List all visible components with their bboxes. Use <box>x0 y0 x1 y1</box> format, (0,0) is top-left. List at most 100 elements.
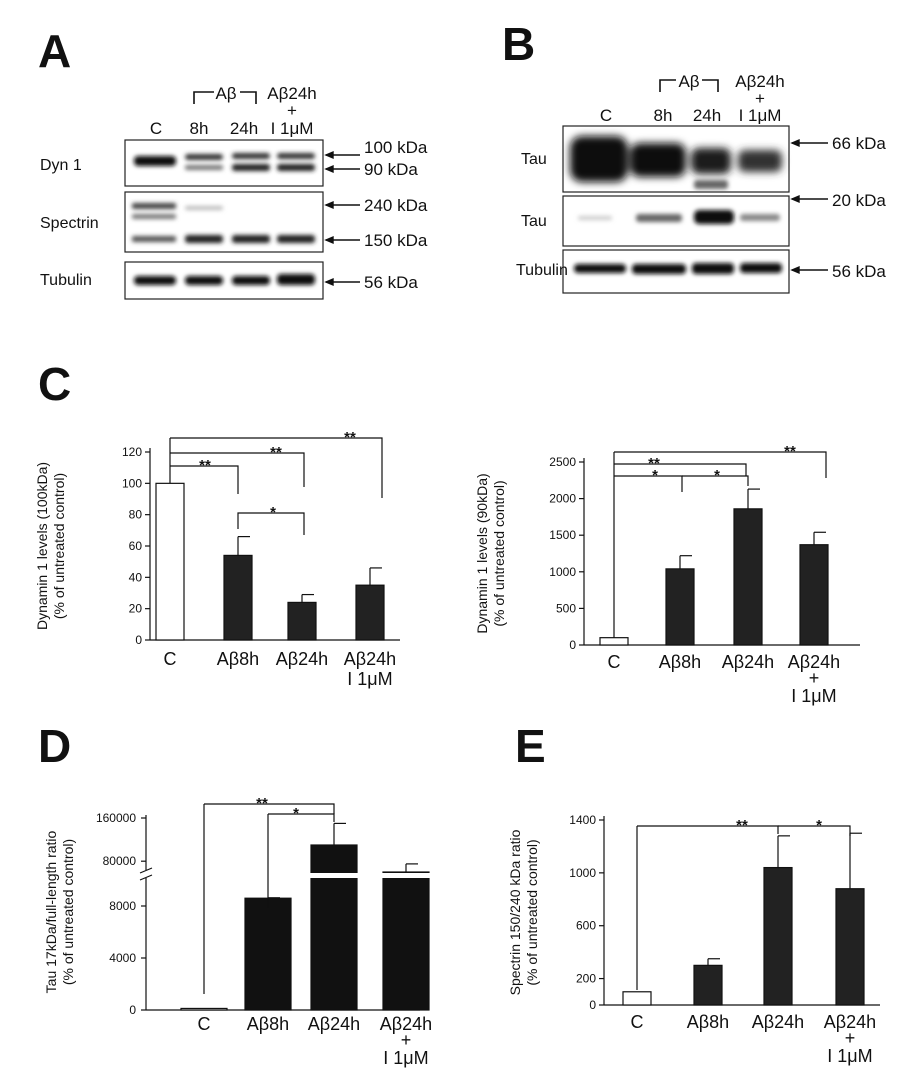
significance-label: * <box>714 467 720 484</box>
x-category-label: Aβ24h <box>344 649 396 669</box>
bands-tubulin-a <box>134 274 315 285</box>
x-category-label: Aβ8h <box>659 652 701 672</box>
x-category-label: C <box>164 649 177 669</box>
marker-240kda: 240 kDa <box>364 196 428 215</box>
combo-top-a: Aβ24h <box>267 84 316 103</box>
row-label-tau-fragment: Tau <box>521 213 547 230</box>
bar <box>287 601 317 641</box>
lane-label-c-b: C <box>600 106 612 125</box>
bar-break-gap <box>309 873 359 878</box>
significance-label: ** <box>344 429 356 446</box>
significance-bracket <box>614 463 747 476</box>
bands-tau-smear <box>694 180 728 189</box>
panel-b: B Aβ Aβ24h + I 1μM C 8h 24h Tau Tau <box>502 18 886 294</box>
bands-dyn1 <box>134 153 315 171</box>
bar <box>180 1007 228 1011</box>
combo-plus-b: + <box>755 89 765 108</box>
x-category-label: Aβ24h <box>308 1014 360 1034</box>
significance-label: * <box>293 805 299 822</box>
y-tick-label: 0 <box>129 1003 136 1017</box>
bar <box>155 482 185 641</box>
axis-break-mark <box>139 874 153 881</box>
significance-bracket <box>682 475 749 486</box>
significance-bracket <box>204 803 335 814</box>
significance-bracket <box>268 813 335 822</box>
significance-label: ** <box>648 455 660 472</box>
significance-bracket <box>614 451 827 478</box>
x-category-label: Aβ24h <box>788 652 840 672</box>
x-category-label: Aβ24h <box>380 1014 432 1034</box>
chart-spectrin-ratio: 0 200 600 1000 1400 Spectrin 150/240 kDa rati… <box>507 813 880 1066</box>
significance-label: ** <box>270 444 282 461</box>
significance-label: ** <box>256 795 268 812</box>
bar-break-gap <box>381 873 431 878</box>
marker-56kda-b: 56 kDa <box>832 262 886 281</box>
x-category-label: Aβ24h <box>824 1012 876 1032</box>
bar <box>223 554 253 641</box>
y-tick-label: 0 <box>135 633 142 647</box>
marker-arrows-b <box>790 138 828 275</box>
significance-label: ** <box>199 457 211 474</box>
combo-plus-a: + <box>287 101 297 120</box>
y-tick-label: 500 <box>556 601 576 615</box>
bar <box>763 866 793 1006</box>
marker-arrows-a <box>324 150 360 287</box>
x-category-sublabel: I 1μM <box>347 669 392 689</box>
y-tick-label: 0 <box>589 998 596 1012</box>
y-tick-label: 2500 <box>549 455 576 469</box>
bar <box>835 888 865 1006</box>
significance-label: ** <box>736 817 748 834</box>
bar <box>382 871 430 1011</box>
x-category-label: Aβ8h <box>217 649 259 669</box>
combo-top-b: Aβ24h <box>735 72 784 91</box>
bar <box>599 637 629 646</box>
significance-bracket <box>170 437 383 498</box>
combo-bottom-b: I 1μM <box>739 106 782 125</box>
panel-letter-d: D <box>38 720 71 772</box>
panel-a: A Aβ Aβ24h + I 1μM C 8h 24h Dyn 1 <box>38 25 428 300</box>
y-axis-label-2: (% of untreated control) <box>60 839 76 985</box>
y-tick-label: 100 <box>122 476 142 490</box>
y-tick-label: 80 <box>129 508 143 522</box>
x-category-label: Aβ8h <box>687 1012 729 1032</box>
y-axis-label: Tau 17kDa/full-length ratio <box>43 830 59 993</box>
x-category-label: C <box>608 652 621 672</box>
x-category-sublabel: I 1μM <box>383 1048 428 1068</box>
combo-bottom-a: I 1μM <box>271 119 314 138</box>
y-tick-label: 40 <box>129 570 143 584</box>
marker-66kda: 66 kDa <box>832 134 886 153</box>
bar <box>244 897 292 1011</box>
y-tick-label: 1000 <box>569 866 596 880</box>
y-axis-label: Dynamin 1 levels (100kDa) <box>34 462 50 630</box>
significance-bracket <box>170 452 305 487</box>
significance-bracket <box>637 825 779 834</box>
y-tick-label: 60 <box>129 539 143 553</box>
y-tick-label: 8000 <box>109 899 136 913</box>
bar <box>665 568 695 646</box>
row-label-tubulin-b: Tubulin <box>516 262 568 279</box>
y-tick-label: 4000 <box>109 951 136 965</box>
y-tick-label: 160000 <box>96 811 136 825</box>
marker-150kda: 150 kDa <box>364 231 428 250</box>
axis-break-mark <box>139 867 153 874</box>
x-category-sublabel: I 1μM <box>827 1046 872 1066</box>
chart-tau-ratio: 0 4000 8000 80000 160000 Tau 17kDa/full-lengt… <box>43 795 432 1068</box>
y-tick-label: 600 <box>576 919 596 933</box>
chart-dynamin-90kda: 0 500 1000 1500 2000 2500 Dynamin 1 levels (90… <box>474 443 860 706</box>
panel-letter-a: A <box>38 25 71 77</box>
x-category-plus: + <box>809 668 820 688</box>
marker-90kda: 90 kDa <box>364 160 418 179</box>
row-label-tau-full: Tau <box>521 151 547 168</box>
y-tick-label: 0 <box>569 638 576 652</box>
x-category-plus: + <box>845 1028 856 1048</box>
row-label-tubulin-a: Tubulin <box>40 272 92 289</box>
lane-label-24h-b: 24h <box>693 106 721 125</box>
marker-20kda: 20 kDa <box>832 191 886 210</box>
y-tick-label: 80000 <box>103 854 137 868</box>
x-category-label: Aβ24h <box>752 1012 804 1032</box>
y-tick-label: 2000 <box>549 492 576 506</box>
bar <box>310 844 358 1011</box>
marker-100kda: 100 kDa <box>364 138 428 157</box>
x-category-sublabel: I 1μM <box>791 686 836 706</box>
